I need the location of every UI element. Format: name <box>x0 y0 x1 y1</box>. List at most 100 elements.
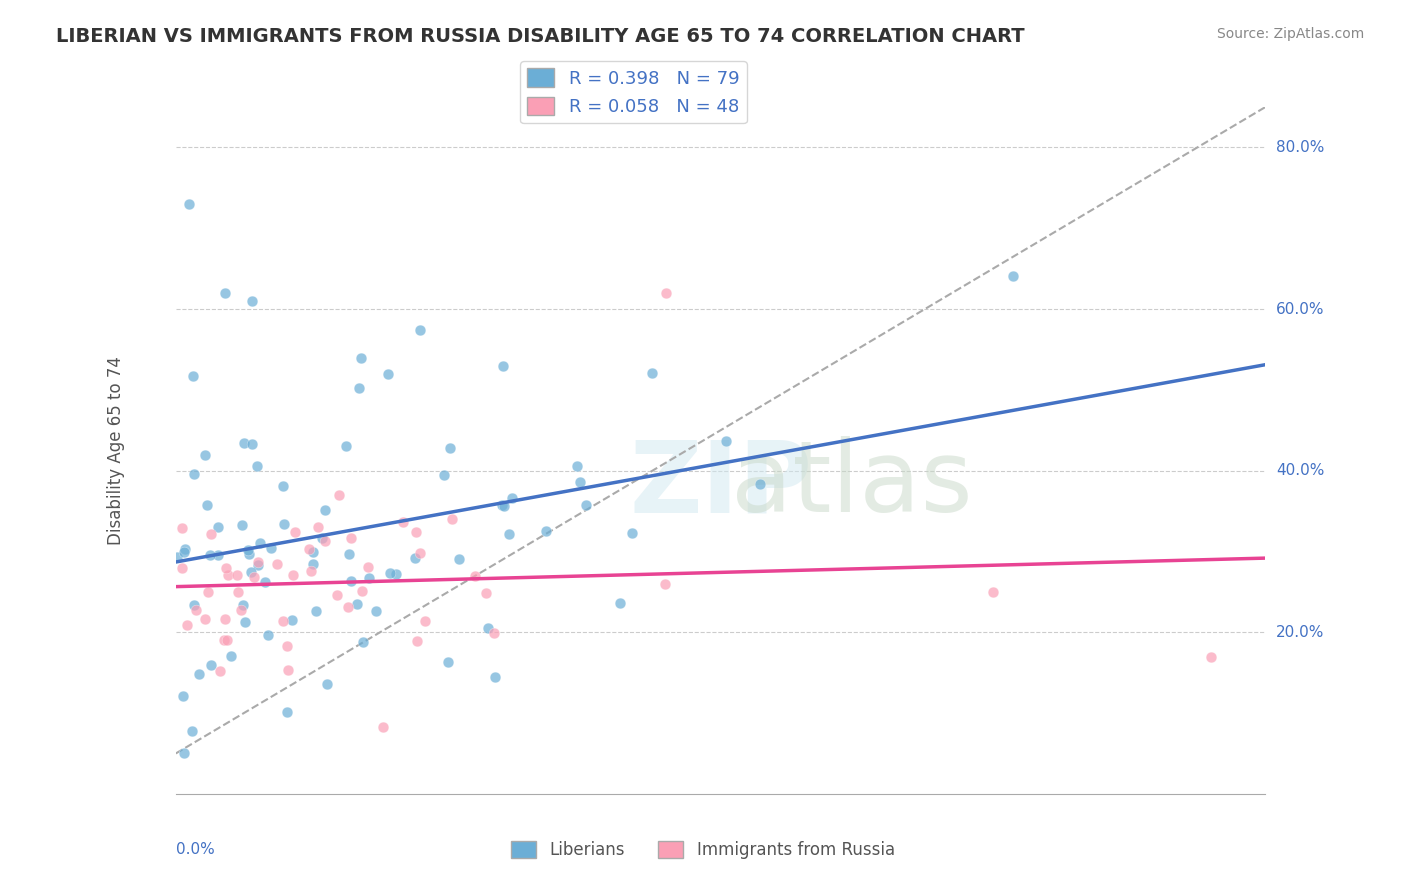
Point <box>207 548 229 562</box>
Point <box>214 285 236 300</box>
Point <box>654 577 676 591</box>
Point <box>385 566 408 581</box>
Point <box>433 467 456 482</box>
Point <box>408 323 430 337</box>
Point <box>225 568 247 582</box>
Point <box>981 585 1004 599</box>
Point <box>415 615 437 629</box>
Point <box>184 603 207 617</box>
Point <box>298 542 321 557</box>
Point <box>366 604 388 618</box>
Point <box>198 549 221 563</box>
Text: 60.0%: 60.0% <box>1277 301 1324 317</box>
Point <box>346 597 368 611</box>
Point <box>371 720 394 734</box>
Point <box>335 439 357 453</box>
Point <box>187 667 209 681</box>
Point <box>655 285 678 300</box>
Point <box>266 558 288 572</box>
Point <box>350 351 373 365</box>
Point <box>378 566 401 581</box>
Point <box>437 655 460 669</box>
Point <box>441 512 464 526</box>
Point <box>200 526 222 541</box>
Point <box>492 500 515 514</box>
Point <box>357 560 380 574</box>
Point <box>281 614 304 628</box>
Point <box>475 586 498 600</box>
Point <box>316 676 339 690</box>
Point <box>170 561 193 575</box>
Point <box>299 565 322 579</box>
Point <box>173 545 195 559</box>
Point <box>183 369 205 384</box>
Point <box>302 545 325 559</box>
Point <box>609 596 631 610</box>
Point <box>352 634 374 648</box>
Point <box>301 557 323 571</box>
Point <box>217 568 239 582</box>
Point <box>326 588 349 602</box>
Point <box>498 527 520 541</box>
Point <box>170 521 193 535</box>
Point <box>340 574 363 588</box>
Point <box>276 639 298 653</box>
Point <box>240 436 263 450</box>
Point <box>491 499 513 513</box>
Point <box>347 381 370 395</box>
Point <box>240 293 263 308</box>
Point <box>536 524 558 538</box>
Point <box>337 547 360 561</box>
Text: LIBERIAN VS IMMIGRANTS FROM RUSSIA DISABILITY AGE 65 TO 74 CORRELATION CHART: LIBERIAN VS IMMIGRANTS FROM RUSSIA DISAB… <box>56 27 1025 45</box>
Point <box>215 560 238 574</box>
Point <box>229 603 252 617</box>
Text: atlas: atlas <box>731 436 972 533</box>
Point <box>228 584 250 599</box>
Text: Source: ZipAtlas.com: Source: ZipAtlas.com <box>1216 27 1364 41</box>
Point <box>257 628 280 642</box>
Point <box>392 515 415 529</box>
Point <box>477 621 499 635</box>
Text: 20.0%: 20.0% <box>1277 624 1324 640</box>
Point <box>231 517 253 532</box>
Point <box>247 558 270 573</box>
Point <box>328 488 350 502</box>
Point <box>307 519 329 533</box>
Point <box>200 657 222 672</box>
Text: 40.0%: 40.0% <box>1277 463 1324 478</box>
Point <box>271 614 294 628</box>
Point <box>464 569 486 583</box>
Point <box>197 584 219 599</box>
Point <box>207 520 229 534</box>
Point <box>568 475 591 490</box>
Point <box>575 498 598 512</box>
Point <box>311 531 333 545</box>
Point <box>273 517 295 532</box>
Point <box>1002 269 1025 284</box>
Point <box>176 617 198 632</box>
Point <box>404 550 426 565</box>
Text: Disability Age 65 to 74: Disability Age 65 to 74 <box>107 356 125 545</box>
Point <box>232 598 254 612</box>
Point <box>621 526 644 541</box>
Point <box>305 604 328 618</box>
Point <box>212 633 235 648</box>
Point <box>565 458 588 473</box>
Point <box>406 634 429 648</box>
Point <box>340 531 363 545</box>
Point <box>716 434 738 448</box>
Point <box>239 565 262 579</box>
Point <box>749 477 772 491</box>
Point <box>214 612 236 626</box>
Point <box>357 571 380 585</box>
Text: 80.0%: 80.0% <box>1277 140 1324 155</box>
Point <box>183 467 205 482</box>
Point <box>183 598 205 612</box>
Point <box>276 706 298 720</box>
Point <box>194 448 217 462</box>
Point <box>405 524 427 539</box>
Point <box>484 669 506 683</box>
Legend: R = 0.398   N = 79, R = 0.058   N = 48: R = 0.398 N = 79, R = 0.058 N = 48 <box>520 62 747 123</box>
Point <box>236 543 259 558</box>
Point <box>336 600 359 615</box>
